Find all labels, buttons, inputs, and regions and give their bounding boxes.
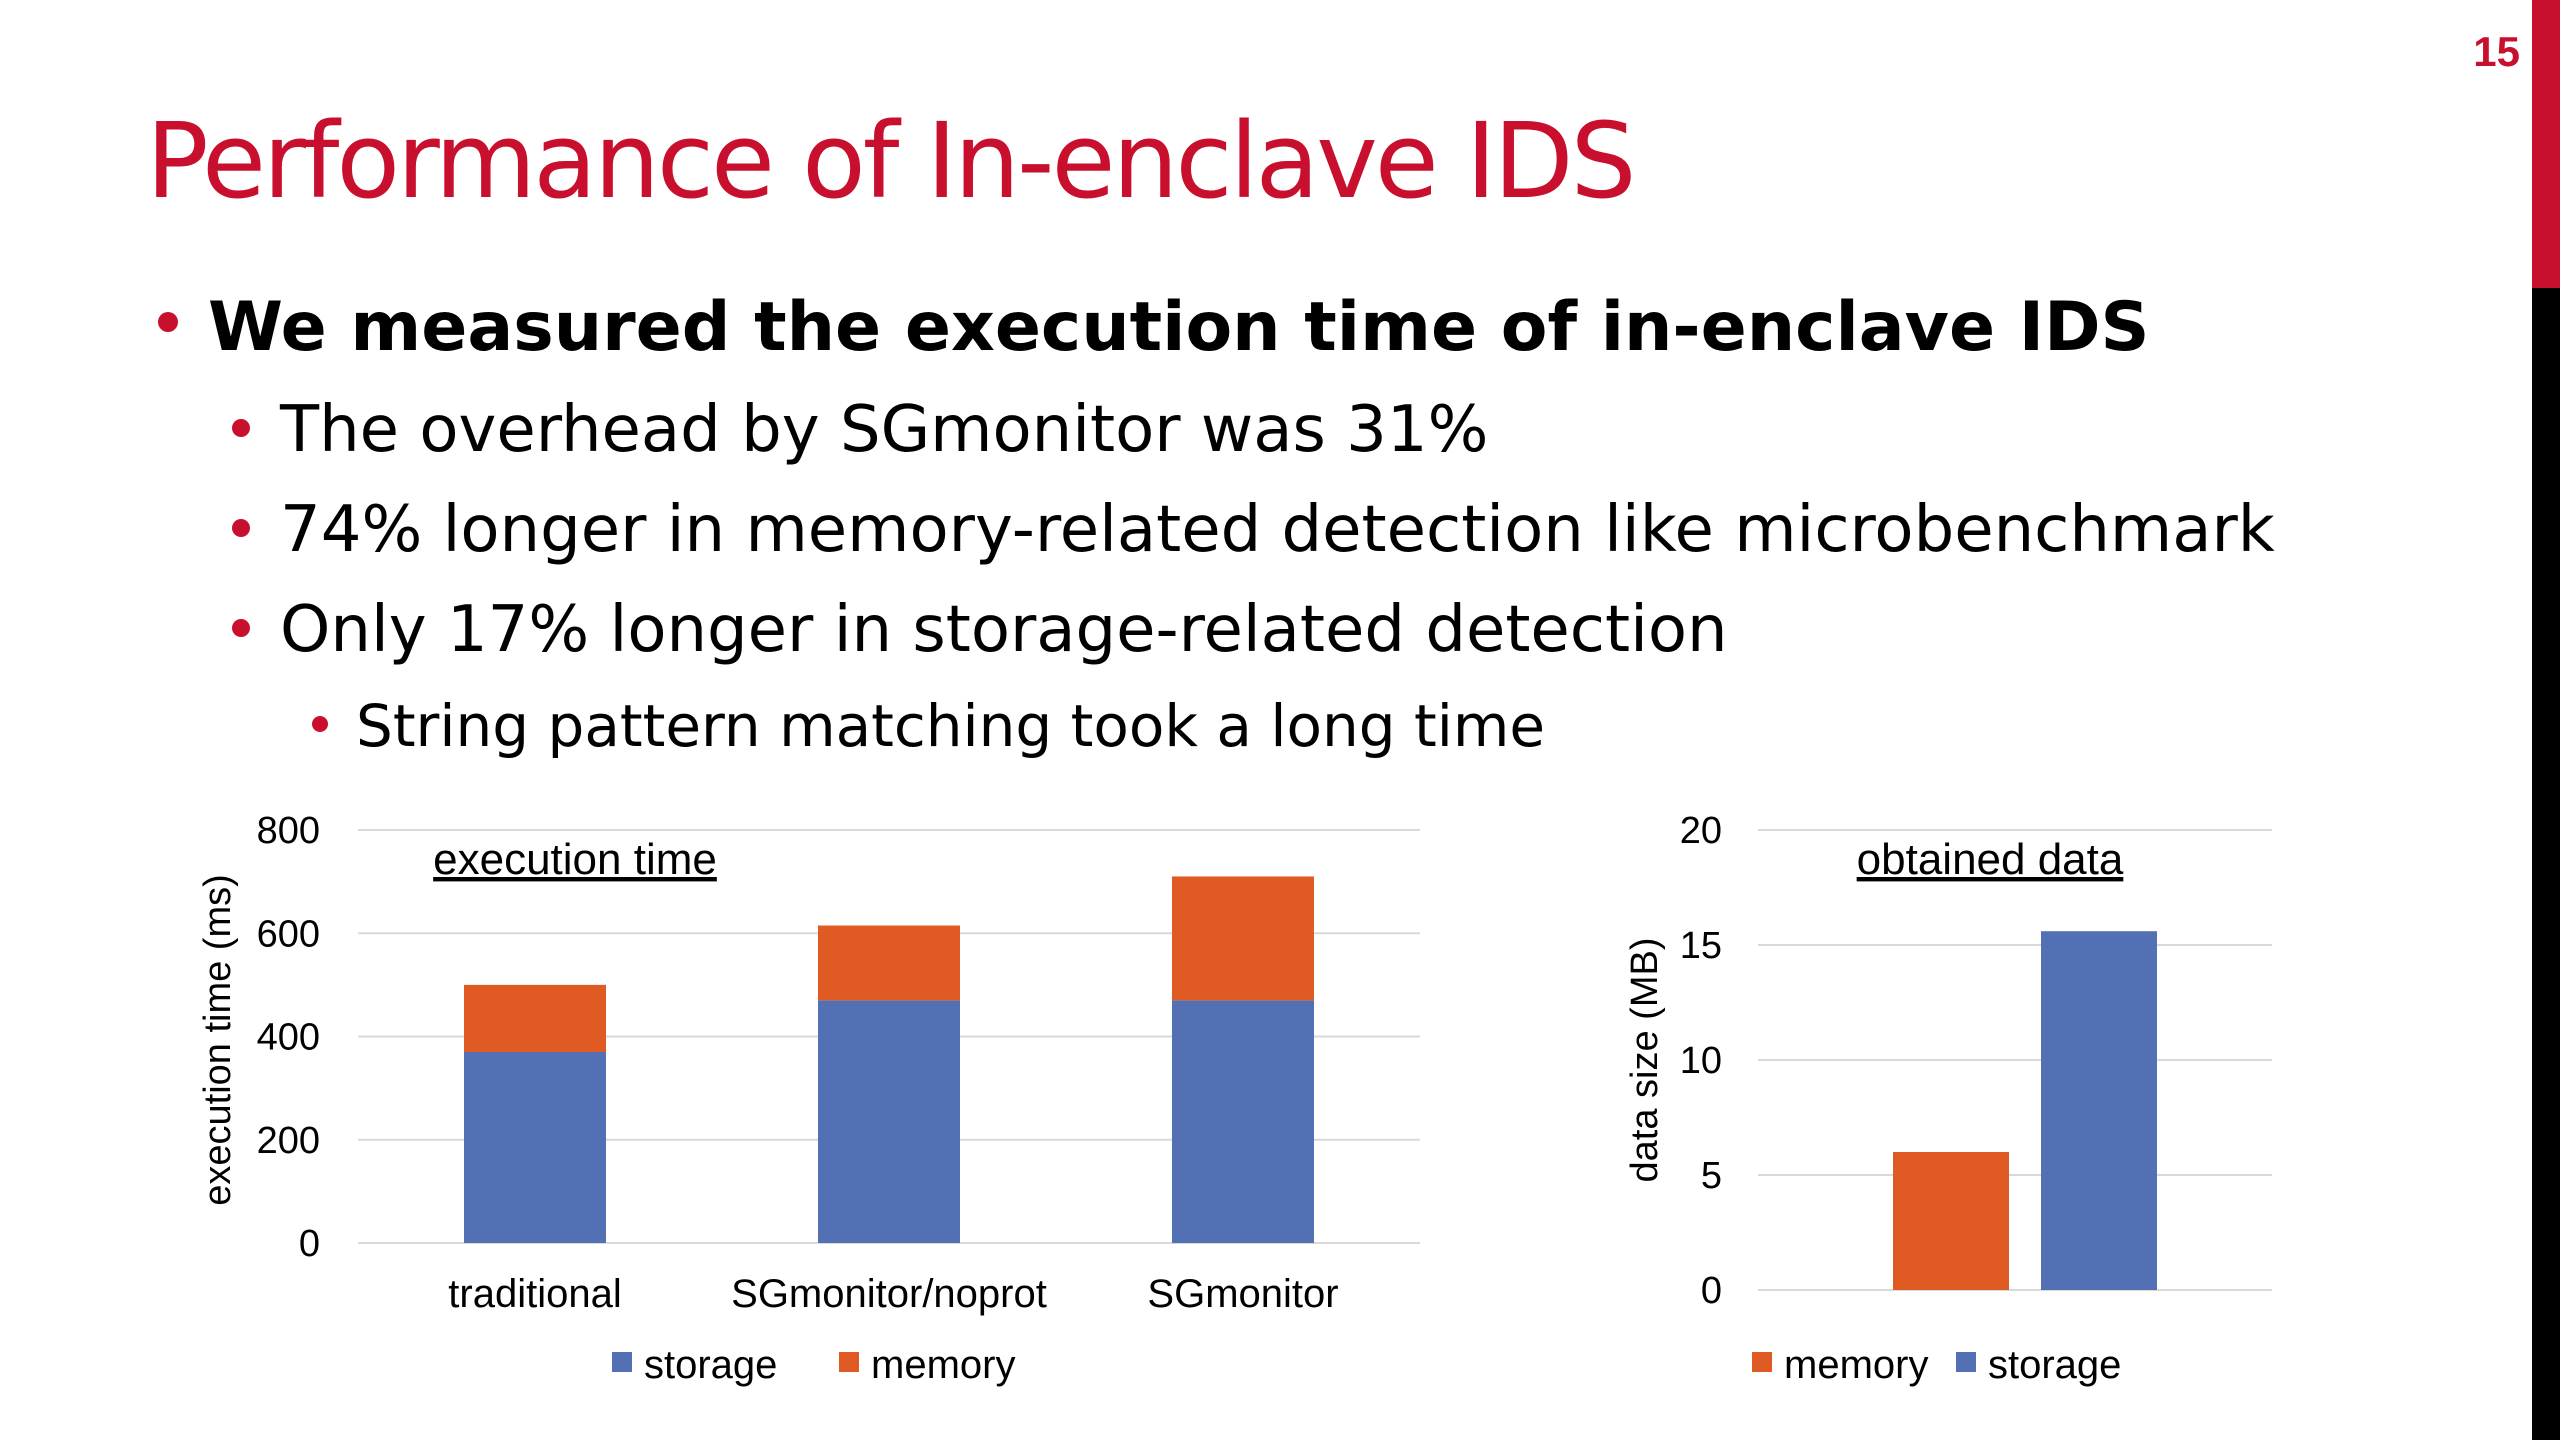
slide-number: 15 (2473, 28, 2520, 75)
y-tick-label: 20 (1680, 810, 1722, 852)
bullet-item-1: We measured the execution time of in-enc… (158, 288, 2150, 367)
bar-storage (464, 1051, 606, 1243)
bullet-item-2: The overhead by SGmonitor was 31% (232, 393, 1489, 467)
x-tick-label: SGmonitor (1147, 1272, 1338, 1316)
bar-storage (2041, 931, 2157, 1290)
accent-bar-black (2532, 288, 2560, 1440)
bullet-dot-icon (232, 519, 250, 537)
y-tick-label: 5 (1701, 1155, 1722, 1197)
bullet-dot-icon (232, 419, 250, 437)
y-tick-label: 400 (257, 1017, 320, 1059)
bullet-item-5: String pattern matching took a long time (312, 692, 1545, 760)
bar-memory (464, 984, 606, 1052)
y-tick-label: 200 (257, 1120, 320, 1162)
legend-swatch-memory (1752, 1352, 1772, 1372)
execution-time-chart: 0 200 400 600 800 execution time (ms) executio… (197, 810, 1420, 1387)
x-tick-label: SGmonitor/noprot (731, 1272, 1047, 1316)
legend-swatch-memory (839, 1352, 859, 1372)
y-axis-label: data size (MB) (1624, 938, 1666, 1183)
obtained-data-chart: 0 5 10 15 20 data size (MB) obtained data memor… (1624, 810, 2272, 1387)
bullet-item-4: Only 17% longer in storage-related detec… (232, 593, 1728, 667)
bullet-item-3: 74% longer in memory-related detection l… (232, 493, 2275, 567)
bar-storage (1172, 1000, 1314, 1243)
legend-swatch-storage (612, 1352, 632, 1372)
bar-memory (1172, 876, 1314, 1001)
y-tick-label: 600 (257, 913, 320, 955)
bullet-dot-icon (312, 716, 328, 732)
legend-label-storage: storage (1988, 1343, 2121, 1387)
bullet-list: We measured the execution time of in-enc… (158, 288, 2275, 760)
bar-storage (818, 1000, 960, 1243)
y-tick-label: 0 (299, 1223, 320, 1265)
bullet-text: 74% longer in memory-related detection l… (280, 493, 2275, 567)
y-axis-label: execution time (ms) (197, 874, 239, 1206)
legend-label-memory: memory (1784, 1343, 1928, 1387)
legend-label-memory: memory (871, 1343, 1015, 1387)
y-tick-label: 10 (1680, 1040, 1722, 1082)
x-tick-label: traditional (448, 1272, 621, 1316)
y-tick-label: 800 (257, 810, 320, 852)
chart-title: execution time (433, 835, 717, 884)
bullet-text: The overhead by SGmonitor was 31% (280, 393, 1489, 467)
slide-title: Performance of In-enclave IDS (146, 100, 1637, 222)
legend-label-storage: storage (644, 1343, 777, 1387)
legend-swatch-storage (1956, 1352, 1976, 1372)
accent-bar-red (2532, 0, 2560, 288)
y-tick-label: 15 (1680, 925, 1722, 967)
bar-memory (818, 925, 960, 1001)
bar-memory (1893, 1152, 2009, 1290)
bullet-dot-icon (232, 619, 250, 637)
y-tick-label: 0 (1701, 1270, 1722, 1312)
bullet-text: Only 17% longer in storage-related detec… (280, 593, 1728, 667)
bullet-text: String pattern matching took a long time (356, 692, 1545, 760)
bullet-text: We measured the execution time of in-enc… (208, 288, 2150, 367)
chart-title: obtained data (1857, 835, 2124, 884)
bullet-dot-icon (158, 312, 178, 332)
